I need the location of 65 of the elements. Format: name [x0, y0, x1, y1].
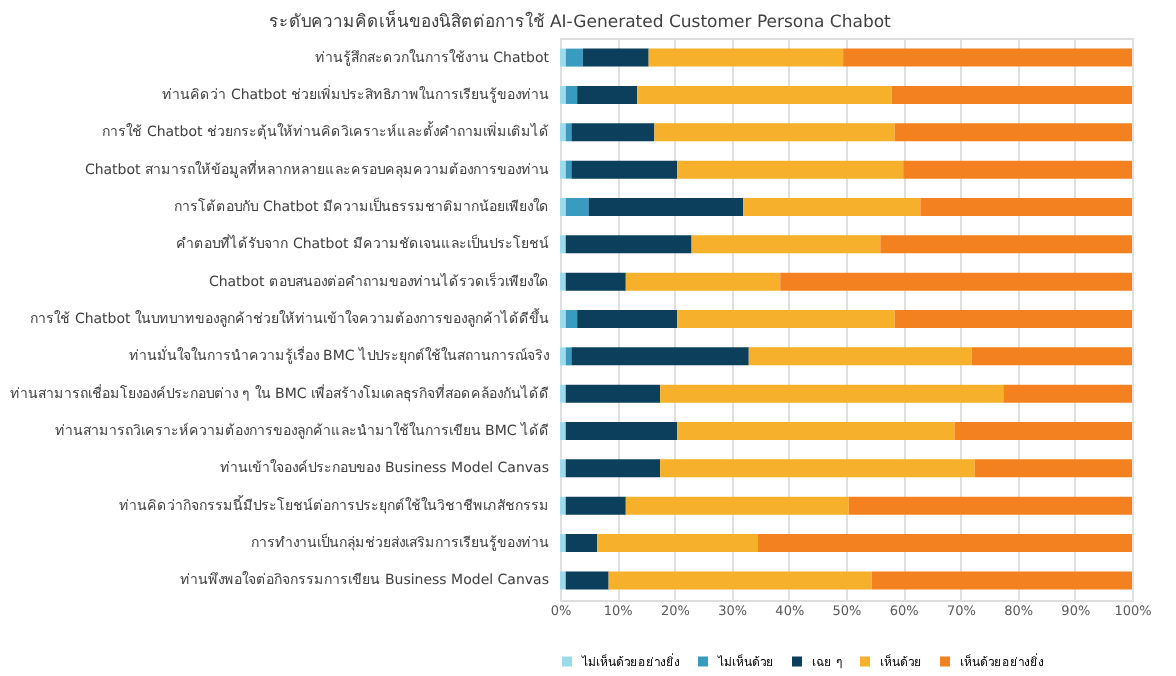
bar [920, 197, 1132, 216]
bar [565, 384, 661, 403]
bar [660, 384, 1004, 403]
bar [560, 310, 566, 328]
bar [848, 496, 1132, 515]
bar [625, 496, 849, 515]
bar [625, 272, 781, 291]
bar [880, 235, 1132, 254]
bar [565, 496, 626, 515]
bar [565, 85, 578, 104]
bar [560, 272, 566, 291]
bar [571, 123, 655, 142]
chart-title: ระดับความคิดเห็นของนิสิตต่อการใช้ AI-Generated Customer Persona Chabot [268, 9, 893, 33]
bar [974, 459, 1132, 478]
bar [582, 48, 649, 67]
bar [571, 160, 678, 179]
bar [608, 571, 872, 590]
bar [677, 422, 955, 441]
bar [560, 123, 566, 142]
bar [577, 85, 638, 104]
bar [677, 310, 895, 328]
bar [565, 48, 583, 67]
bar [691, 235, 881, 254]
bar [565, 310, 578, 328]
bar [560, 235, 566, 254]
bar [891, 85, 1132, 104]
bar [971, 347, 1132, 366]
bar [577, 310, 678, 328]
bar [588, 197, 744, 216]
bar [843, 48, 1132, 67]
bar [560, 347, 566, 366]
bar [894, 310, 1132, 328]
bar [560, 534, 566, 553]
bar [571, 347, 749, 366]
bar [597, 534, 758, 553]
bar [654, 123, 895, 142]
bar [560, 459, 566, 478]
bar [1003, 384, 1132, 403]
bar [560, 85, 566, 104]
bar [565, 235, 692, 254]
bar [560, 197, 566, 216]
bar [748, 347, 972, 366]
bar [677, 160, 904, 179]
bar [743, 197, 921, 216]
bar [894, 123, 1132, 142]
bar [560, 496, 566, 515]
bar [757, 534, 1132, 553]
bar [903, 160, 1132, 179]
bar [560, 48, 566, 67]
bar [954, 422, 1132, 441]
bar [780, 272, 1132, 291]
bar [565, 422, 678, 441]
bar [565, 534, 598, 553]
bar [871, 571, 1132, 590]
bar [660, 459, 975, 478]
bar [637, 85, 892, 104]
bar [648, 48, 844, 67]
bar [560, 422, 566, 441]
bar [560, 571, 566, 590]
bar [565, 571, 609, 590]
bar [560, 384, 566, 403]
bar [565, 272, 626, 291]
bar [560, 160, 566, 179]
bar [565, 197, 589, 216]
bar [565, 459, 661, 478]
